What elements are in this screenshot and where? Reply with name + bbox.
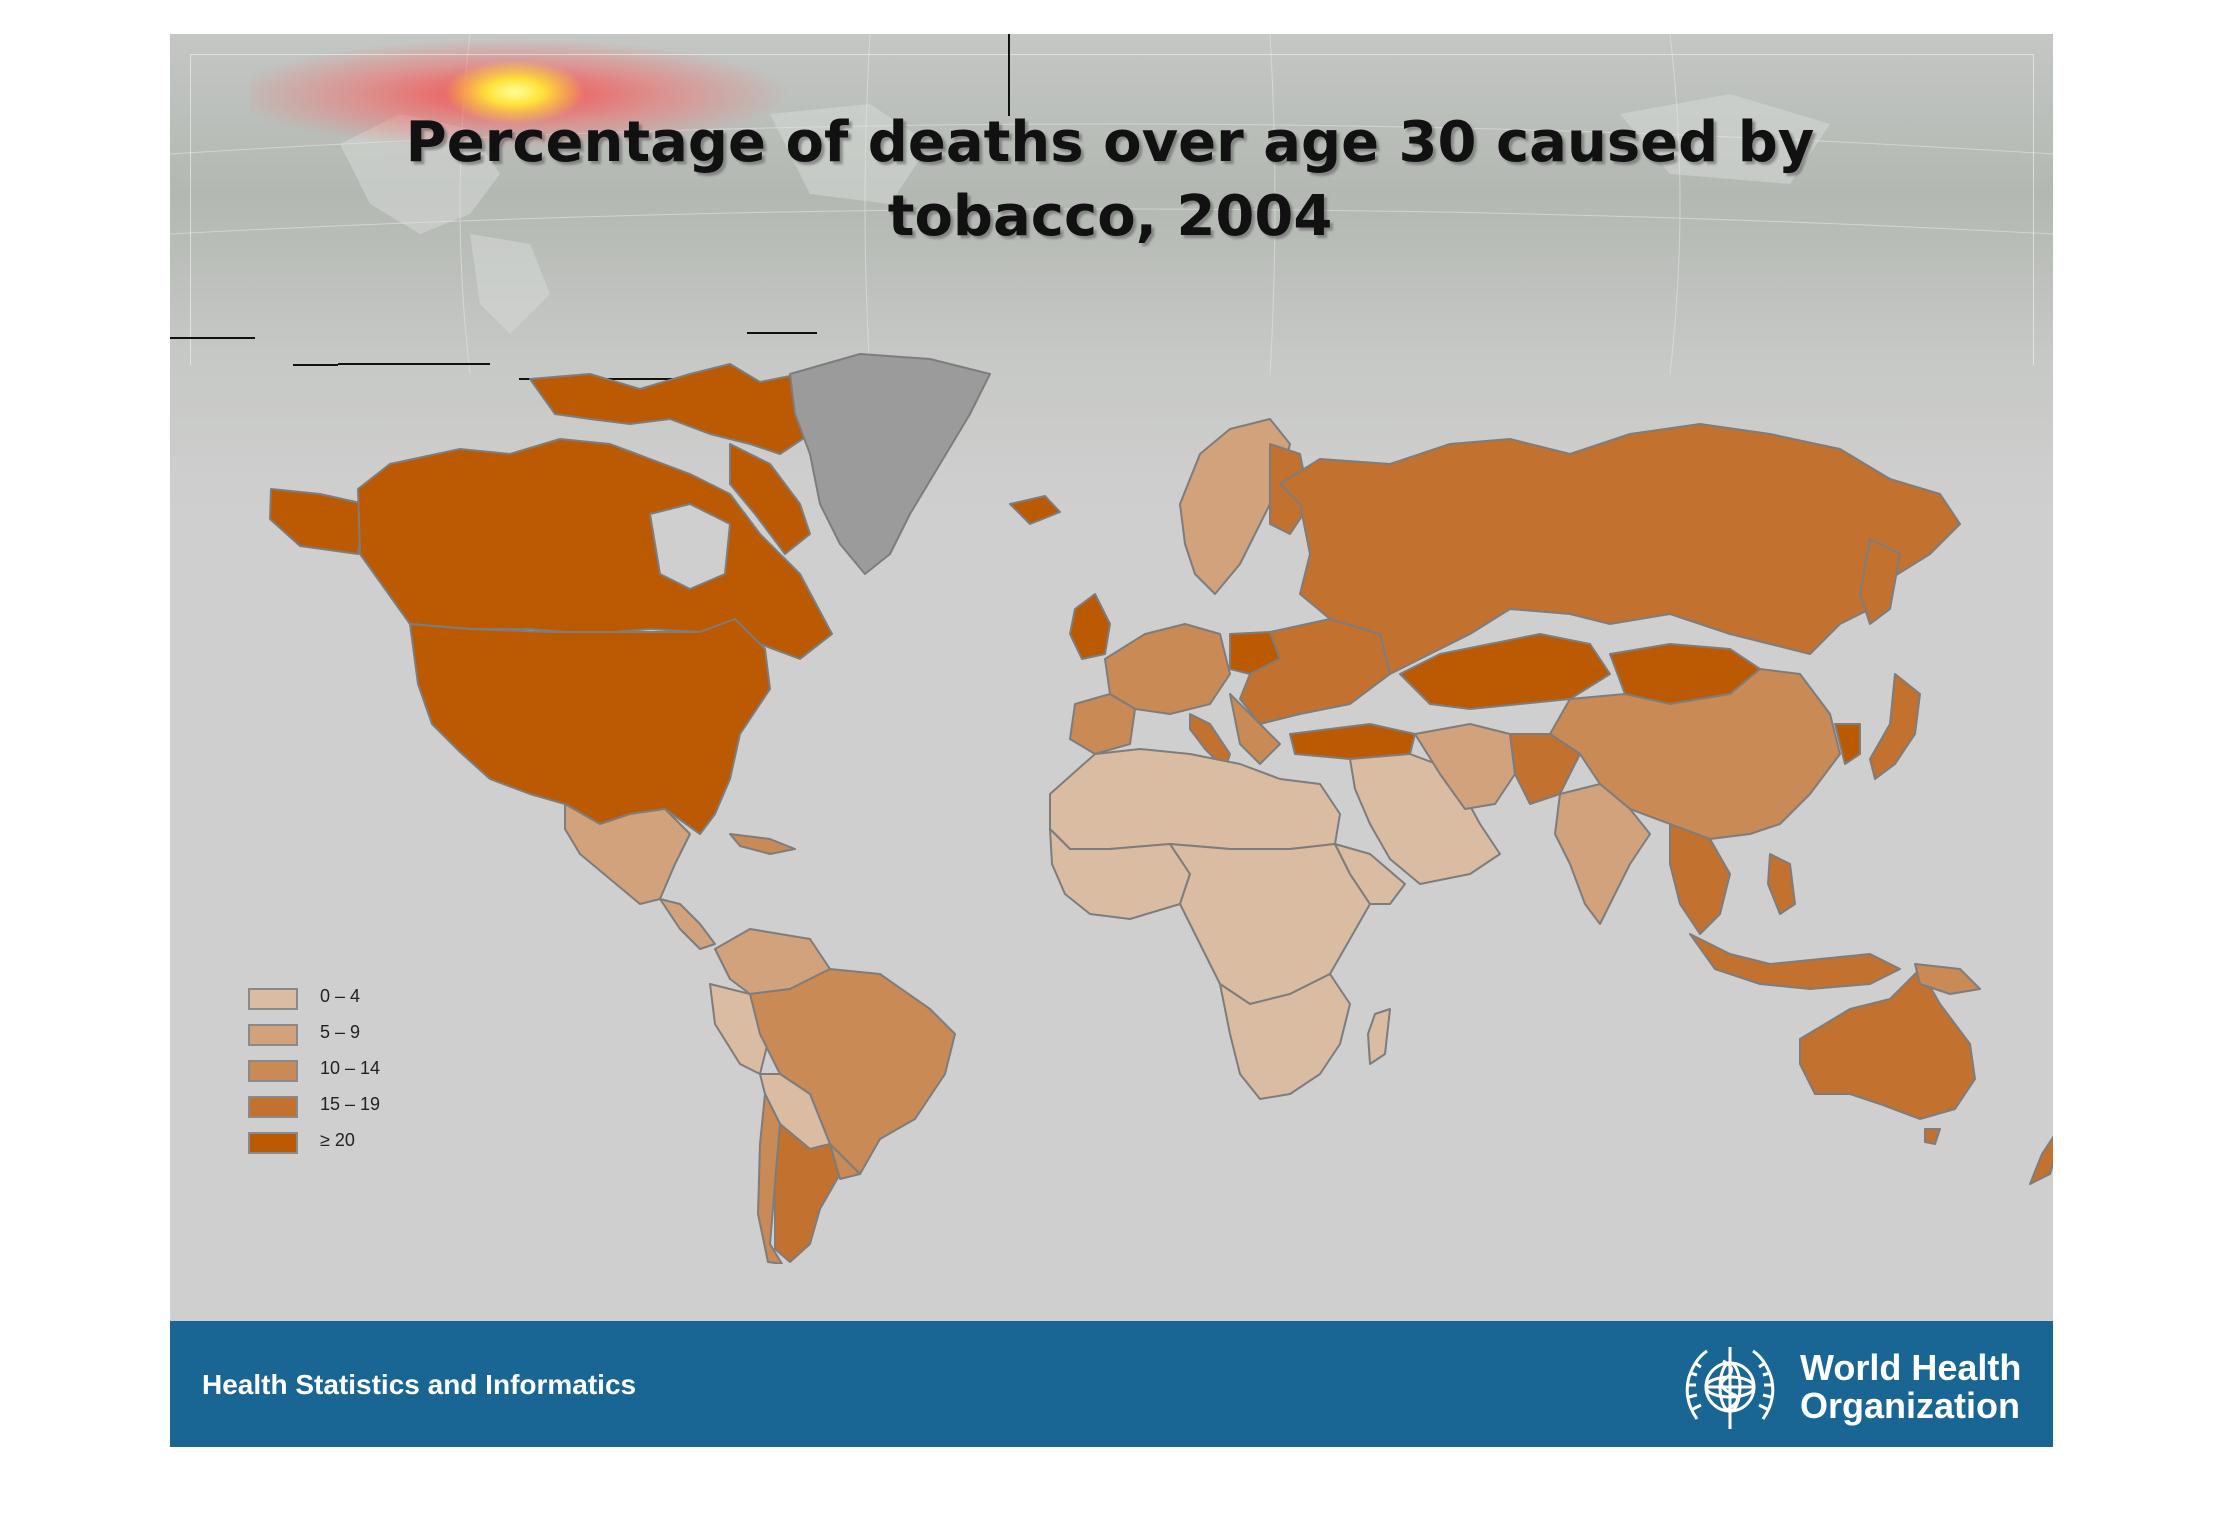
legend-swatch bbox=[248, 988, 298, 1010]
region-uruguay bbox=[829, 1143, 861, 1180]
footer-bar: Health Statistics and Informatics World … bbox=[170, 1321, 2053, 1447]
region-mexico bbox=[564, 803, 691, 905]
region-greenland bbox=[789, 353, 991, 575]
asia bbox=[1349, 633, 1921, 990]
decorative-line bbox=[293, 364, 338, 366]
region-central-africa bbox=[1169, 843, 1371, 1005]
region-uk-ireland bbox=[1069, 593, 1111, 660]
legend-label: 5 – 9 bbox=[320, 1022, 361, 1042]
region-madagascar bbox=[1367, 1008, 1391, 1065]
europe bbox=[1069, 418, 1416, 770]
region-indonesia bbox=[1689, 933, 1901, 990]
region-russia bbox=[1279, 423, 1961, 675]
slide-title: Percentage of deaths over age 30 caused … bbox=[405, 110, 1815, 249]
legend-swatch bbox=[248, 1132, 298, 1154]
world-map bbox=[269, 353, 2053, 1264]
region-western-europe bbox=[1104, 623, 1231, 715]
slide: Percentage of deaths over age 30 caused … bbox=[170, 34, 2053, 1447]
decorative-line bbox=[338, 363, 490, 365]
region-japan bbox=[1869, 673, 1921, 780]
region-india bbox=[1554, 783, 1651, 925]
who-name-line1: World Health bbox=[1800, 1347, 2022, 1388]
region-korea bbox=[1834, 723, 1861, 765]
region-baffin bbox=[729, 443, 811, 555]
region-iran bbox=[1414, 723, 1516, 810]
decorative-line bbox=[170, 337, 255, 339]
decorative-glow bbox=[250, 34, 810, 164]
region-new-zealand bbox=[2029, 1135, 2053, 1185]
who-emblem-icon bbox=[1685, 1347, 1775, 1429]
who-name-line2: Organization bbox=[1800, 1385, 2021, 1426]
background-world-watermark bbox=[170, 34, 2053, 374]
region-north-africa bbox=[1049, 748, 1341, 850]
legend-swatch bbox=[248, 1096, 298, 1118]
legend-label: ≥ 20 bbox=[320, 1130, 355, 1150]
region-central-america bbox=[659, 898, 716, 950]
region-southern-africa bbox=[1219, 973, 1351, 1100]
region-australia bbox=[1799, 968, 1976, 1120]
region-iceland bbox=[1009, 495, 1061, 525]
legend-label: 15 – 19 bbox=[320, 1094, 381, 1114]
region-tasmania bbox=[1924, 1128, 1941, 1145]
region-alaska bbox=[269, 488, 366, 555]
region-turkey bbox=[1289, 723, 1416, 760]
africa bbox=[1049, 748, 1406, 1100]
decorative-line bbox=[747, 332, 817, 334]
region-kazakhstan bbox=[1399, 633, 1611, 710]
region-hudson-bay bbox=[649, 503, 731, 590]
legend-swatch bbox=[248, 1060, 298, 1082]
region-argentina bbox=[774, 1123, 841, 1263]
legend-swatch bbox=[248, 1024, 298, 1046]
region-iberia bbox=[1069, 693, 1136, 755]
legend-label: 0 – 4 bbox=[320, 986, 361, 1006]
region-china bbox=[1549, 668, 1841, 840]
footer-department-label: Health Statistics and Informatics bbox=[202, 1369, 637, 1400]
region-usa bbox=[409, 618, 771, 835]
region-balkans bbox=[1229, 693, 1281, 765]
region-papua bbox=[1914, 963, 1981, 995]
region-southeast-asia bbox=[1669, 823, 1731, 935]
latin-america bbox=[564, 803, 956, 1264]
region-kamchatka bbox=[1859, 538, 1901, 625]
region-philippines bbox=[1767, 853, 1796, 915]
decorative-line bbox=[1008, 34, 1010, 116]
oceania bbox=[1799, 963, 2053, 1185]
region-horn-of-africa bbox=[1334, 843, 1406, 905]
region-caribbean bbox=[729, 833, 796, 855]
north-america bbox=[269, 363, 833, 835]
who-wordmark: World Health Organization bbox=[1800, 1349, 2021, 1425]
legend-label: 10 – 14 bbox=[320, 1058, 381, 1078]
